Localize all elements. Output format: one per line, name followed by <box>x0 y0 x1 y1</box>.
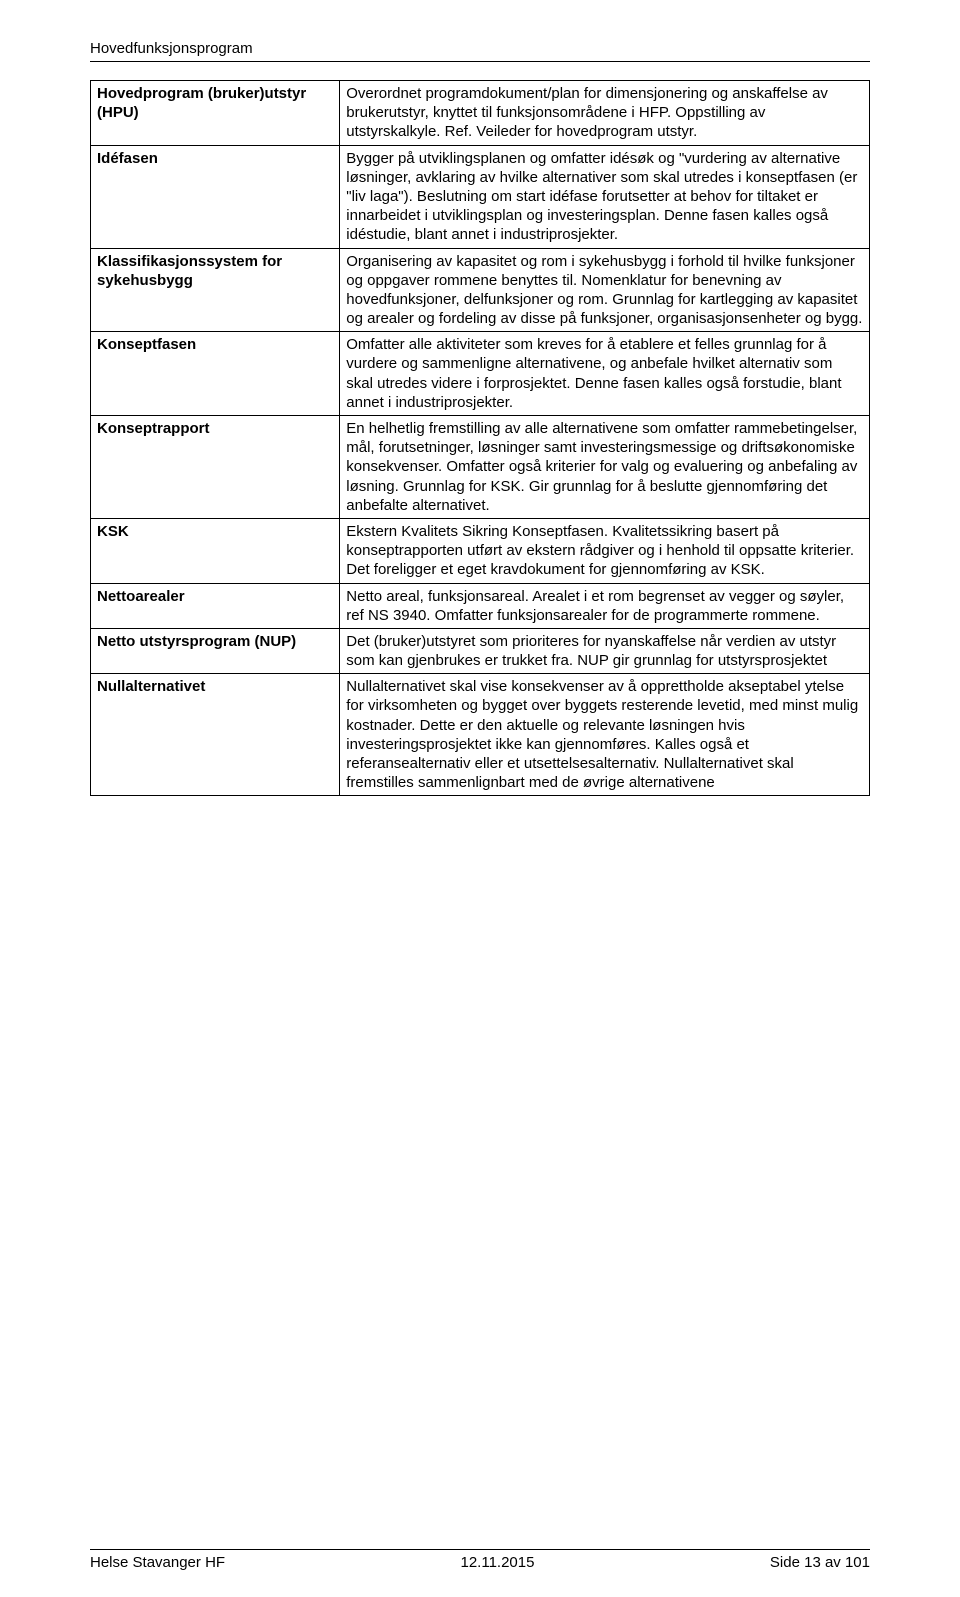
definition-description: Organisering av kapasitet og rom i sykeh… <box>340 248 870 332</box>
definition-description: Bygger på utviklingsplanen og omfatter i… <box>340 145 870 248</box>
footer-rule <box>90 1549 870 1550</box>
header-rule <box>90 61 870 62</box>
definition-term: KSK <box>91 518 340 583</box>
footer-left: Helse Stavanger HF <box>90 1554 225 1571</box>
definition-description: En helhetlig fremstilling av alle altern… <box>340 416 870 519</box>
footer-center: 12.11.2015 <box>461 1554 535 1571</box>
document-page: Hovedfunksjonsprogram Hovedprogram (bruk… <box>0 0 960 1597</box>
definition-term: Nullalternativet <box>91 674 340 796</box>
definition-term: Netto utstyrsprogram (NUP) <box>91 628 340 673</box>
footer-right: Side 13 av 101 <box>770 1554 870 1571</box>
definition-term: Hovedprogram (bruker)utstyr (HPU) <box>91 81 340 146</box>
table-row: Hovedprogram (bruker)utstyr (HPU)Overord… <box>91 81 870 146</box>
definition-term: Klassifikasjonssystem for sykehusbygg <box>91 248 340 332</box>
definition-description: Ekstern Kvalitets Sikring Konseptfasen. … <box>340 518 870 583</box>
definition-description: Nullalternativet skal vise konsekvenser … <box>340 674 870 796</box>
definition-description: Netto areal, funksjonsareal. Arealet i e… <box>340 583 870 628</box>
table-row: Klassifikasjonssystem for sykehusbyggOrg… <box>91 248 870 332</box>
definition-term: Nettoarealer <box>91 583 340 628</box>
definitions-table: Hovedprogram (bruker)utstyr (HPU)Overord… <box>90 80 870 796</box>
table-row: KonseptrapportEn helhetlig fremstilling … <box>91 416 870 519</box>
definition-description: Omfatter alle aktiviteter som kreves for… <box>340 332 870 416</box>
definition-term: Idéfasen <box>91 145 340 248</box>
table-row: KSKEkstern Kvalitets Sikring Konseptfase… <box>91 518 870 583</box>
table-row: NettoarealerNetto areal, funksjonsareal.… <box>91 583 870 628</box>
page-header-title: Hovedfunksjonsprogram <box>90 40 870 57</box>
page-footer: Helse Stavanger HF 12.11.2015 Side 13 av… <box>90 1549 870 1571</box>
definition-description: Det (bruker)utstyret som prioriteres for… <box>340 628 870 673</box>
table-row: Netto utstyrsprogram (NUP)Det (bruker)ut… <box>91 628 870 673</box>
table-row: KonseptfasenOmfatter alle aktiviteter so… <box>91 332 870 416</box>
table-row: NullalternativetNullalternativet skal vi… <box>91 674 870 796</box>
definition-term: Konseptrapport <box>91 416 340 519</box>
definition-description: Overordnet programdokument/plan for dime… <box>340 81 870 146</box>
definition-term: Konseptfasen <box>91 332 340 416</box>
table-row: IdéfasenBygger på utviklingsplanen og om… <box>91 145 870 248</box>
